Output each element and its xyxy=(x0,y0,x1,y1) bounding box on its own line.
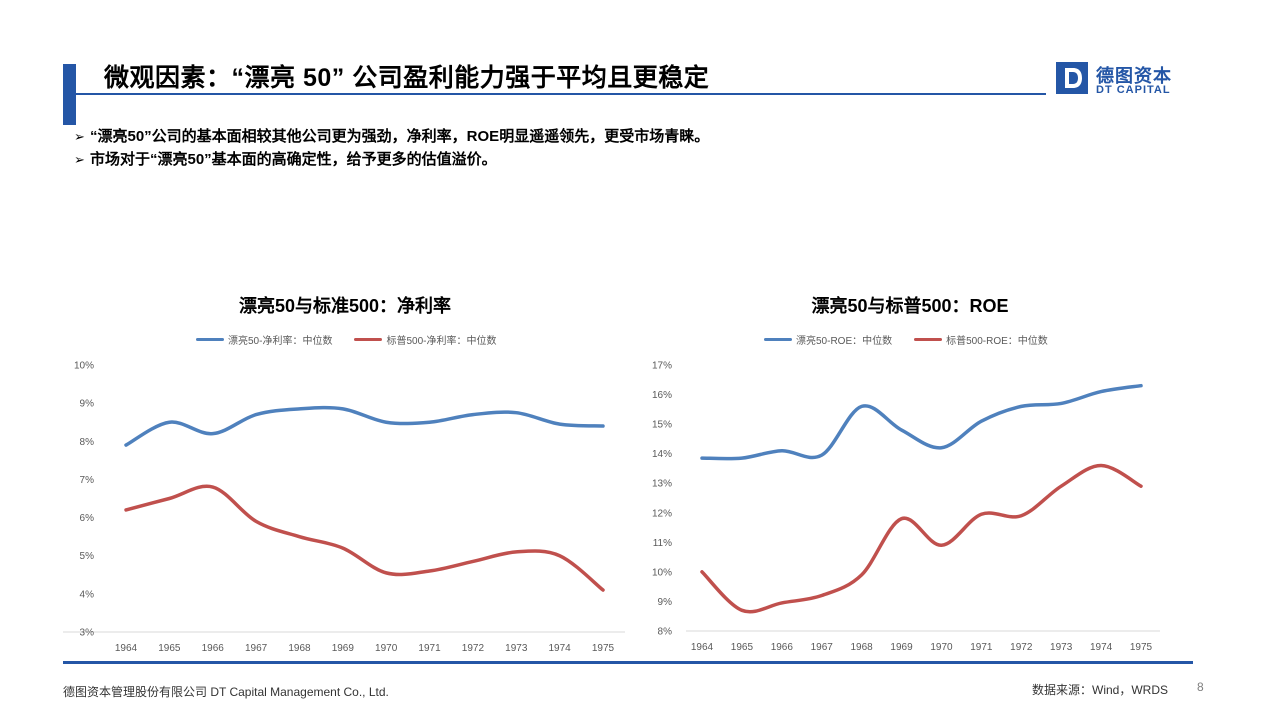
arrow-bullet-icon: ➢ xyxy=(74,129,85,144)
x-tick-label: 1966 xyxy=(771,642,794,653)
y-tick-label: 12% xyxy=(652,508,672,519)
series-line-sp500 xyxy=(700,463,1143,614)
x-tick-label: 1974 xyxy=(1090,642,1113,653)
y-tick-label: 15% xyxy=(652,420,672,431)
x-tick-label: 1975 xyxy=(1130,642,1153,653)
y-tick-label: 3% xyxy=(80,628,95,639)
y-tick-label: 10% xyxy=(74,361,94,372)
page-title: 微观因素：“漂亮 50” 公司盈利能力强于平均且更稳定 xyxy=(104,64,710,92)
x-tick-label: 1971 xyxy=(418,643,441,654)
bullet-text: “漂亮50”公司的基本面相较其他公司更为强劲，净利率，ROE明显遥遥领先，更受市… xyxy=(90,128,710,145)
x-tick-label: 1972 xyxy=(462,643,485,654)
y-tick-label: 5% xyxy=(80,551,95,562)
y-tick-label: 11% xyxy=(653,538,672,549)
x-tick-label: 1973 xyxy=(1050,642,1073,653)
y-tick-label: 10% xyxy=(652,567,672,578)
series-line-sp500 xyxy=(124,484,605,592)
logo-text-cn: 德图资本 xyxy=(1096,66,1172,86)
title-accent-bar xyxy=(63,64,76,125)
footer-company: 德图资本管理股份有限公司 DT Capital Management Co., … xyxy=(63,685,389,699)
x-tick-label: 1965 xyxy=(731,642,754,653)
title-underline xyxy=(76,93,1046,95)
bullet-list: ➢ “漂亮50”公司的基本面相较其他公司更为强劲，净利率，ROE明显遥遥领先，更受… xyxy=(74,125,709,171)
y-tick-label: 7% xyxy=(80,475,95,486)
x-tick-label: 1968 xyxy=(288,643,311,654)
legend-swatch xyxy=(764,338,792,341)
x-tick-label: 1965 xyxy=(158,643,181,654)
series-line-pretty50 xyxy=(124,405,605,447)
x-tick-label: 1967 xyxy=(811,642,834,653)
legend-label: 标普500-ROE：中位数 xyxy=(946,336,1048,347)
bullet-item: ➢ “漂亮50”公司的基本面相较其他公司更为强劲，净利率，ROE明显遥遥领先，更受… xyxy=(74,125,709,148)
x-tick-label: 1969 xyxy=(890,642,913,653)
page-number: 8 xyxy=(1197,680,1204,694)
y-tick-label: 8% xyxy=(658,627,673,638)
logo-icon xyxy=(1056,62,1088,94)
legend-swatch xyxy=(354,338,383,341)
legend-label: 漂亮50-ROE：中位数 xyxy=(796,336,893,347)
y-tick-label: 9% xyxy=(658,597,673,608)
chart-title-net-margin: 漂亮50与标准500：净利率 xyxy=(238,296,452,316)
y-tick-label: 6% xyxy=(80,513,95,524)
x-tick-label: 1972 xyxy=(1010,642,1033,653)
legend-label: 标普500-净利率：中位数 xyxy=(386,336,497,347)
series-line-pretty50 xyxy=(700,383,1143,461)
legend-roe: 漂亮50-ROE：中位数 标普500-ROE：中位数 xyxy=(764,332,1070,347)
y-tick-label: 9% xyxy=(80,399,95,410)
y-tick-label: 8% xyxy=(80,437,95,448)
logo-text-en: DT CAPITAL xyxy=(1096,84,1171,96)
y-tick-label: 4% xyxy=(80,589,95,600)
chart-title-roe: 漂亮50与标普500：ROE xyxy=(811,296,1009,316)
x-tick-label: 1974 xyxy=(549,643,572,654)
legend-label: 漂亮50-净利率：中位数 xyxy=(228,336,333,347)
x-tick-label: 1970 xyxy=(930,642,953,653)
arrow-bullet-icon: ➢ xyxy=(74,152,85,167)
legend-item: 漂亮50-ROE：中位数 xyxy=(764,332,892,347)
x-tick-label: 1968 xyxy=(851,642,874,653)
x-tick-label: 1967 xyxy=(245,643,268,654)
legend-swatch xyxy=(196,338,224,341)
x-tick-label: 1964 xyxy=(115,643,138,654)
bullet-text: 市场对于“漂亮50”基本面的高确定性，给予更多的估值溢价。 xyxy=(90,151,497,168)
y-tick-label: 17% xyxy=(652,361,672,372)
logo: 德图资本 DT CAPITAL xyxy=(1056,62,1181,98)
x-tick-label: 1966 xyxy=(202,643,225,654)
y-tick-label: 16% xyxy=(652,390,672,401)
x-tick-label: 1975 xyxy=(592,643,615,654)
y-tick-label: 14% xyxy=(652,449,672,460)
y-tick-label: 13% xyxy=(652,479,672,490)
legend-swatch xyxy=(914,338,943,341)
legend-item: 标普500-净利率：中位数 xyxy=(354,332,496,347)
x-tick-label: 1971 xyxy=(970,642,993,653)
legend-item: 漂亮50-净利率：中位数 xyxy=(196,332,332,347)
legend-item: 标普500-ROE：中位数 xyxy=(914,332,1048,347)
x-tick-label: 1970 xyxy=(375,643,398,654)
legend-net-margin: 漂亮50-净利率：中位数 标普500-净利率：中位数 xyxy=(196,332,518,347)
bullet-item: ➢ 市场对于“漂亮50”基本面的高确定性，给予更多的估值溢价。 xyxy=(74,148,709,171)
x-tick-label: 1969 xyxy=(332,643,355,654)
x-tick-label: 1973 xyxy=(505,643,528,654)
footer-source: 数据来源：Wind，WRDS xyxy=(1032,683,1169,697)
footer-divider xyxy=(63,661,1193,664)
x-tick-label: 1964 xyxy=(691,642,714,653)
